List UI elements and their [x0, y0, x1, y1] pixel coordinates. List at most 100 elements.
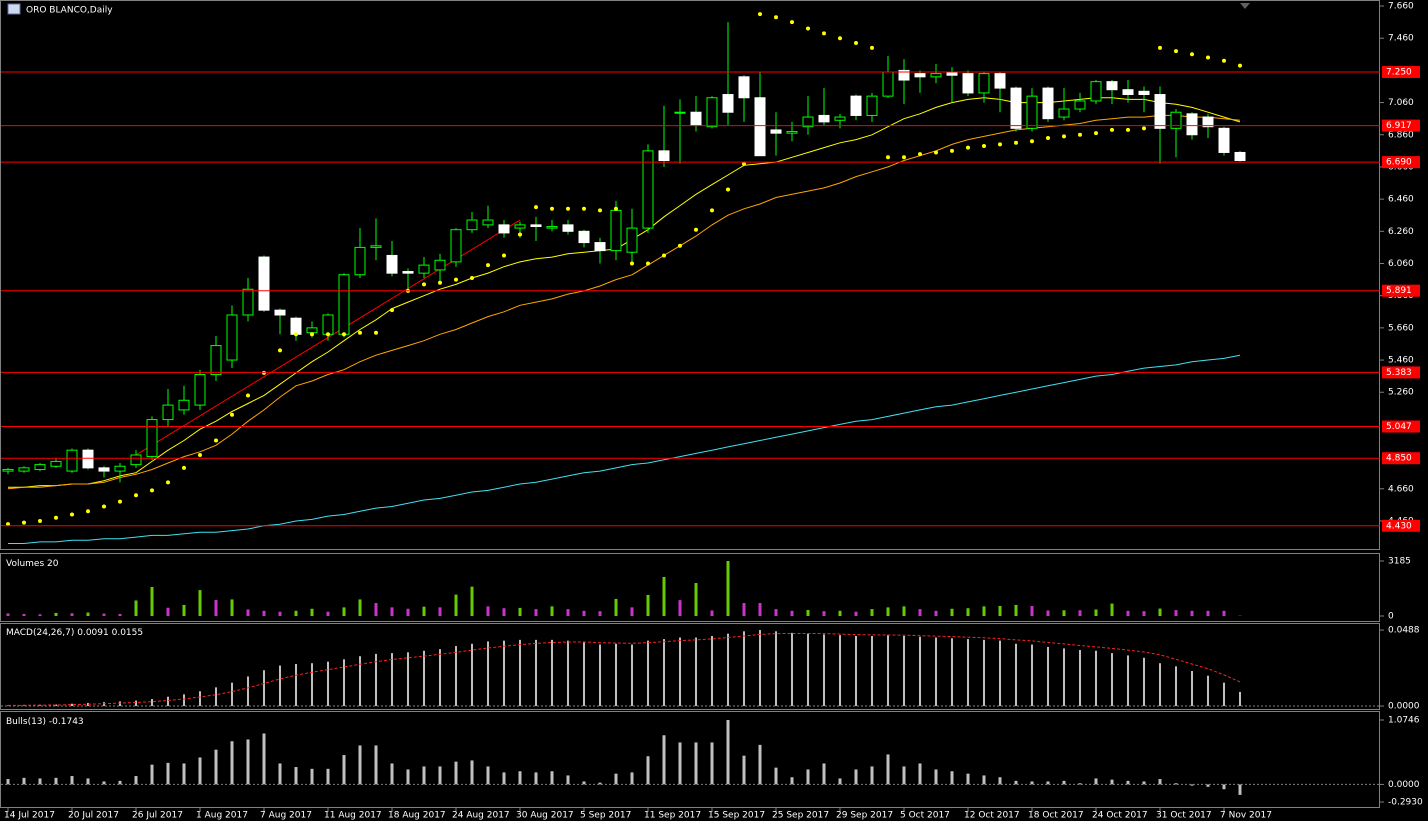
sar-dot: [726, 187, 730, 192]
sar-dot: [1126, 127, 1130, 132]
candle-body: [594, 242, 606, 252]
sar-dot: [710, 208, 714, 213]
candle-body: [1154, 94, 1166, 129]
sar-dot: [1142, 126, 1146, 131]
sar-dot: [742, 161, 746, 166]
sar-dot: [118, 499, 122, 504]
sar-dot: [390, 308, 394, 313]
candle-body: [1090, 81, 1102, 102]
candle-body: [1042, 87, 1054, 120]
level-tag: [1382, 366, 1420, 379]
candle-body: [658, 150, 670, 162]
sar-dot: [1238, 63, 1242, 68]
y-tick-label: 6.260: [1388, 227, 1414, 237]
sar-dot: [1158, 45, 1162, 50]
candle-body: [898, 69, 910, 81]
signal-value: 0.0155: [112, 628, 144, 638]
candle-body: [194, 374, 206, 406]
candle-body: [1058, 108, 1070, 118]
candle-body: [722, 94, 734, 113]
sar-dot: [422, 282, 426, 287]
sar-dot: [822, 31, 826, 36]
candle-body: [514, 224, 526, 229]
sar-dot: [438, 280, 442, 285]
sar-dot: [214, 438, 218, 443]
x-tick-label: 5 Sep 2017: [580, 811, 631, 821]
candle-body: [1010, 87, 1022, 129]
x-tick-label: 18 Aug 2017: [388, 811, 446, 821]
sar-dot: [166, 480, 170, 485]
indicator-value: 0.0091: [77, 628, 109, 638]
y-tick-label: 4.660: [1388, 484, 1414, 494]
sar-dot: [854, 41, 858, 46]
y-tick-label: 7.460: [1388, 34, 1414, 44]
sar-dot: [182, 465, 186, 470]
candle-body: [562, 224, 574, 232]
candle-body: [290, 317, 302, 335]
sar-dot: [22, 520, 26, 525]
x-tick-label: 15 Sep 2017: [708, 811, 765, 821]
sar-dot: [614, 206, 618, 211]
indicator-name: Volumes: [6, 559, 44, 569]
indicator-value: 20: [47, 559, 59, 569]
sar-dot: [342, 332, 346, 337]
candle-body: [786, 131, 798, 134]
macd-panel: [0, 623, 1380, 710]
candle-body: [386, 254, 398, 274]
sar-dot: [502, 253, 506, 258]
x-tick-label: 26 Jul 2017: [132, 811, 183, 821]
candle-body: [146, 419, 158, 458]
candle-body: [50, 460, 62, 467]
candle-body: [18, 467, 30, 472]
sar-dot: [950, 148, 954, 153]
sar-dot: [534, 205, 538, 210]
x-tick-label: 12 Oct 2017: [964, 811, 1020, 821]
sar-dot: [870, 45, 874, 50]
candle-body: [834, 116, 846, 121]
sar-dot: [86, 509, 90, 514]
candle-body: [1234, 151, 1246, 162]
candle-body: [914, 73, 926, 78]
candle-body: [626, 227, 638, 253]
sar-dot: [246, 393, 250, 398]
candle-body: [978, 73, 990, 94]
sar-dot: [694, 227, 698, 232]
y-tick-label: 1.0746: [1388, 716, 1420, 726]
candle-body: [1122, 89, 1134, 96]
level-label: 5.047: [1386, 422, 1412, 432]
sar-dot: [934, 150, 938, 155]
y-tick-label: 0.0000: [1388, 780, 1420, 790]
sar-dot: [1030, 139, 1034, 144]
candle-body: [850, 95, 862, 116]
x-tick-label: 11 Sep 2017: [644, 811, 701, 821]
sar-dot: [470, 275, 474, 280]
candle-body: [450, 229, 462, 263]
x-tick-label: 14 Jul 2017: [4, 811, 55, 821]
y-tick-label: 6.060: [1388, 259, 1414, 269]
indicator-name: Bulls(13): [6, 717, 46, 727]
candle-body: [66, 449, 78, 472]
candle-body: [82, 449, 94, 469]
candle-body: [258, 256, 270, 311]
level-tag: [1382, 119, 1420, 132]
candle-body: [130, 454, 142, 466]
candle-body: [706, 97, 718, 128]
x-tick-label: 24 Oct 2017: [1092, 811, 1148, 821]
candle-body: [498, 224, 510, 234]
bulls-title: Bulls(13) -0.1743: [6, 717, 84, 727]
y-tick-label: 5.660: [1388, 323, 1414, 333]
x-tick-label: 7 Nov 2017: [1220, 811, 1272, 821]
x-tick-label: 11 Aug 2017: [324, 811, 382, 821]
sar-dot: [150, 488, 154, 493]
sar-dot: [598, 208, 602, 213]
sar-dot: [198, 452, 202, 457]
sar-dot: [758, 12, 762, 17]
candle-body: [610, 209, 622, 252]
level-tag: [1382, 284, 1420, 297]
x-tick-label: 18 Oct 2017: [1028, 811, 1084, 821]
y-tick-label: 3185: [1388, 557, 1411, 567]
y-tick-label: -0.2930: [1388, 798, 1423, 808]
sar-dot: [662, 253, 666, 258]
